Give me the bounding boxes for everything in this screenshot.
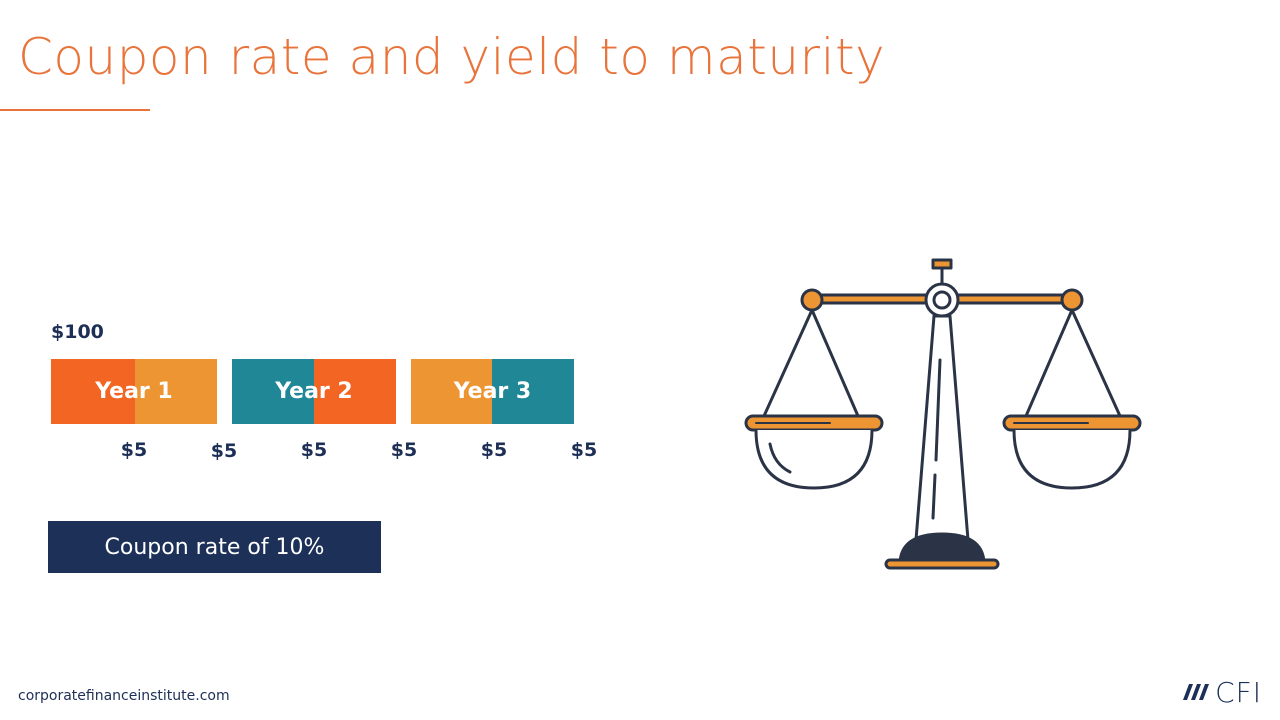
year-3-bar: Year 3 <box>411 359 574 424</box>
cash-flow-label: $5 <box>120 439 148 461</box>
balance-scale-icon <box>730 250 1150 584</box>
cash-flow-label: $5 <box>300 439 328 461</box>
footer-url: corporatefinanceinstitute.com <box>18 688 230 704</box>
principal-label: $100 <box>51 321 104 343</box>
cash-flow-label: $5 <box>480 439 508 461</box>
year-2-label: Year 2 <box>275 379 353 404</box>
title-underline <box>0 109 150 111</box>
year-1-label: Year 1 <box>95 379 173 404</box>
slide-title: Coupon rate and yield to maturity <box>18 28 886 86</box>
year-2-bar: Year 2 <box>232 359 396 424</box>
year-1-bar: Year 1 <box>51 359 217 424</box>
year-3-label: Year 3 <box>453 379 532 404</box>
cfi-logo-icon <box>1181 680 1211 706</box>
coupon-rate-box: Coupon rate of 10% <box>48 521 381 573</box>
cash-flow-label: $5 <box>390 439 418 461</box>
cfi-logo: CFI <box>1181 676 1262 709</box>
cash-flow-label: $5 <box>210 440 238 462</box>
cash-flow-label: $5 <box>570 439 598 461</box>
cfi-logo-text: CFI <box>1215 676 1262 709</box>
